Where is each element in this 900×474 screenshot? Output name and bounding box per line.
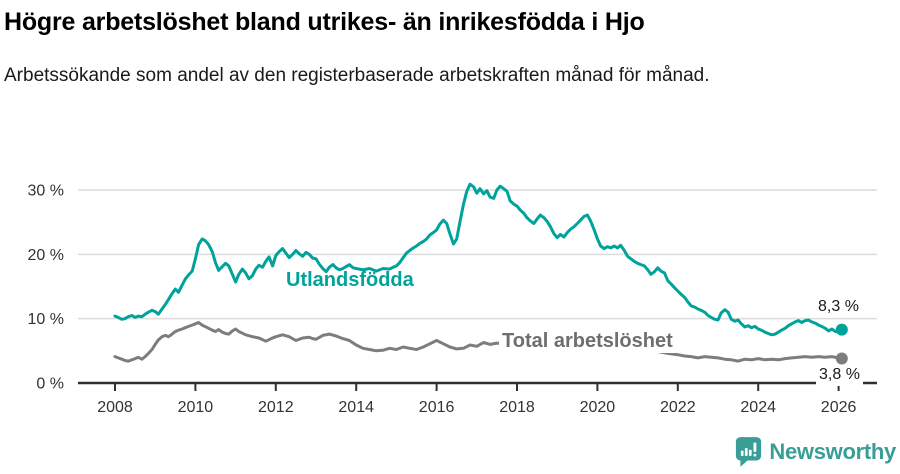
y-axis-tick-label: 0 % xyxy=(36,376,64,393)
x-axis-tick-label: 2018 xyxy=(499,399,535,416)
y-axis-tick-label: 20 % xyxy=(28,247,64,264)
series-label-utlandsfodda: Utlandsfödda xyxy=(286,269,414,291)
series-end-dot xyxy=(835,352,848,365)
end-value-label-total: 3,8 % xyxy=(816,365,863,386)
x-axis-tick-label: 2020 xyxy=(580,399,616,416)
x-axis-tick-label: 2022 xyxy=(660,399,696,416)
line-chart: 0 % 10 % 20 % 30 % 2008 2010 2012 2014 2016 2018 2… xyxy=(28,182,877,416)
line-total-arbetsloshet xyxy=(113,321,844,363)
x-axis-tick-label: 2012 xyxy=(258,399,294,416)
page-title: Högre arbetslöshet bland utrikes- än inr… xyxy=(4,8,645,36)
x-axis-tick-label: 2010 xyxy=(178,399,214,416)
end-value-label-utlandsfodda: 8,3 % xyxy=(818,298,859,315)
newsworthy-logo: Newsworthy xyxy=(735,436,896,467)
newsworthy-wordmark: Newsworthy xyxy=(769,438,896,464)
chart-subtitle: Arbetssökande som andel av den registerb… xyxy=(4,65,710,86)
x-axis-tick-label: 2014 xyxy=(338,399,374,416)
newsworthy-bubble-chart-icon xyxy=(736,437,762,467)
x-axis-tick-label: 2026 xyxy=(821,399,857,416)
series-label-total: Total arbetslöshet xyxy=(499,330,676,353)
series-end-dot xyxy=(835,323,848,336)
x-axis-tick-label: 2024 xyxy=(740,399,776,416)
line-utlandsfodda xyxy=(113,182,844,337)
y-axis-tick-label: 10 % xyxy=(28,311,64,328)
x-axis-tick-label: 2016 xyxy=(419,399,455,416)
x-axis-tick-label: 2008 xyxy=(97,399,133,416)
y-axis-tick-label: 30 % xyxy=(28,183,64,200)
